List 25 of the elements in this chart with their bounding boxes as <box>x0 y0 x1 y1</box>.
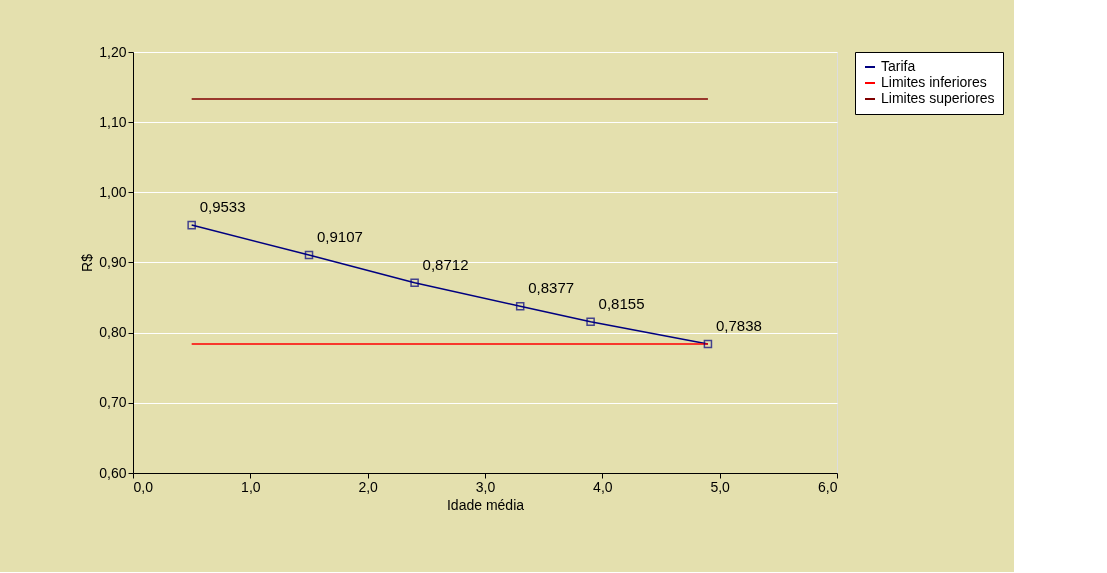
y-tick-label: 1,00 <box>99 183 127 200</box>
y-tick-label: 0,90 <box>99 254 127 270</box>
data-label: 0,9107 <box>317 227 363 245</box>
data-label: 0,8155 <box>598 294 645 312</box>
y-tick-label: 1,20 <box>99 43 127 60</box>
data-label: 0,7838 <box>715 317 762 335</box>
y-tick-label: 0,70 <box>99 394 127 411</box>
x-tick-label: 1,0 <box>241 478 261 495</box>
x-tick-label: 2,0 <box>358 478 379 495</box>
legend-label: Tarifa <box>881 58 916 74</box>
data-label: 0,8712 <box>422 255 469 273</box>
legend-label: Limites inferiores <box>881 74 987 90</box>
x-axis-title: Idade média <box>446 496 525 513</box>
x-tick-label: 6,0 <box>818 478 838 495</box>
x-tick-label: 5,0 <box>710 478 731 495</box>
y-axis-title: R$ <box>79 253 96 272</box>
legend-label: Limites superiores <box>881 90 995 106</box>
y-tick-label: 1,10 <box>99 113 127 130</box>
x-tick-label: 0,0 <box>133 478 154 495</box>
x-tick-label: 4,0 <box>593 478 613 495</box>
y-tick-label: 0,60 <box>99 464 127 481</box>
data-label: 0,9533 <box>199 198 246 216</box>
y-tick-label: 0,80 <box>99 324 127 341</box>
data-label: 0,8377 <box>528 279 575 297</box>
x-tick-label: 3,0 <box>475 478 496 495</box>
